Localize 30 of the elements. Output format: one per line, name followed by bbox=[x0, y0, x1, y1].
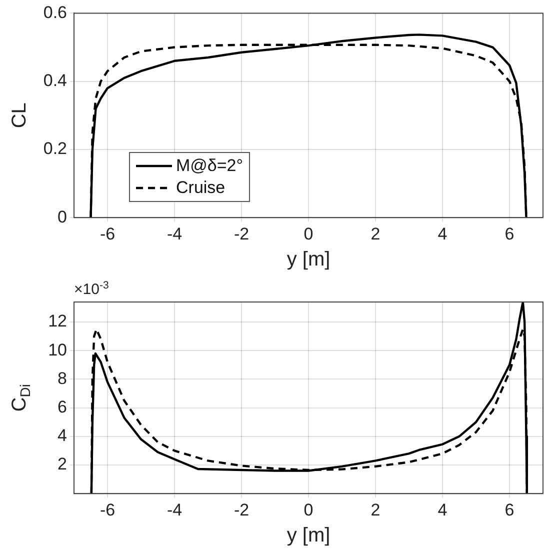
y-tick-label: 0.4 bbox=[43, 71, 67, 90]
y-tick-label: 0 bbox=[58, 207, 67, 226]
x-tick-label: 2 bbox=[370, 500, 380, 520]
x-tick-label: -6 bbox=[100, 500, 116, 520]
y-tick-label: 4 bbox=[58, 426, 67, 446]
y-tick-label: 12 bbox=[48, 312, 67, 331]
y-tick-label: 0.6 bbox=[43, 2, 67, 22]
legend-label: M@δ=2° bbox=[176, 156, 244, 176]
x-tick-label: -2 bbox=[234, 500, 250, 520]
x-tick-label: 4 bbox=[438, 500, 448, 520]
y-tick-label: 10 bbox=[48, 340, 67, 360]
y-tick-label: 2 bbox=[58, 454, 67, 474]
y-axis-title: CL bbox=[8, 102, 31, 128]
x-axis-title: y [m] bbox=[286, 248, 330, 271]
x-tick-label: 6 bbox=[504, 224, 514, 244]
y-tick-label: 6 bbox=[58, 397, 67, 416]
y-tick-label: 8 bbox=[58, 368, 67, 388]
x-tick-label: 0 bbox=[304, 224, 314, 244]
y-axis-title: CDi bbox=[8, 384, 33, 412]
legend-label: Cruise bbox=[176, 178, 226, 198]
y-tick-label: 0.2 bbox=[43, 139, 67, 158]
x-tick-label: -6 bbox=[100, 224, 116, 244]
x-tick-label: -4 bbox=[166, 500, 182, 520]
x-tick-label: -4 bbox=[166, 224, 182, 244]
x-tick-label: 6 bbox=[504, 500, 514, 520]
x-tick-label: 0 bbox=[304, 500, 314, 520]
x-tick-label: 2 bbox=[370, 224, 380, 244]
x-axis-title: y [m] bbox=[286, 524, 330, 547]
x-tick-label: -2 bbox=[234, 224, 250, 244]
x-tick-label: 4 bbox=[438, 224, 448, 244]
